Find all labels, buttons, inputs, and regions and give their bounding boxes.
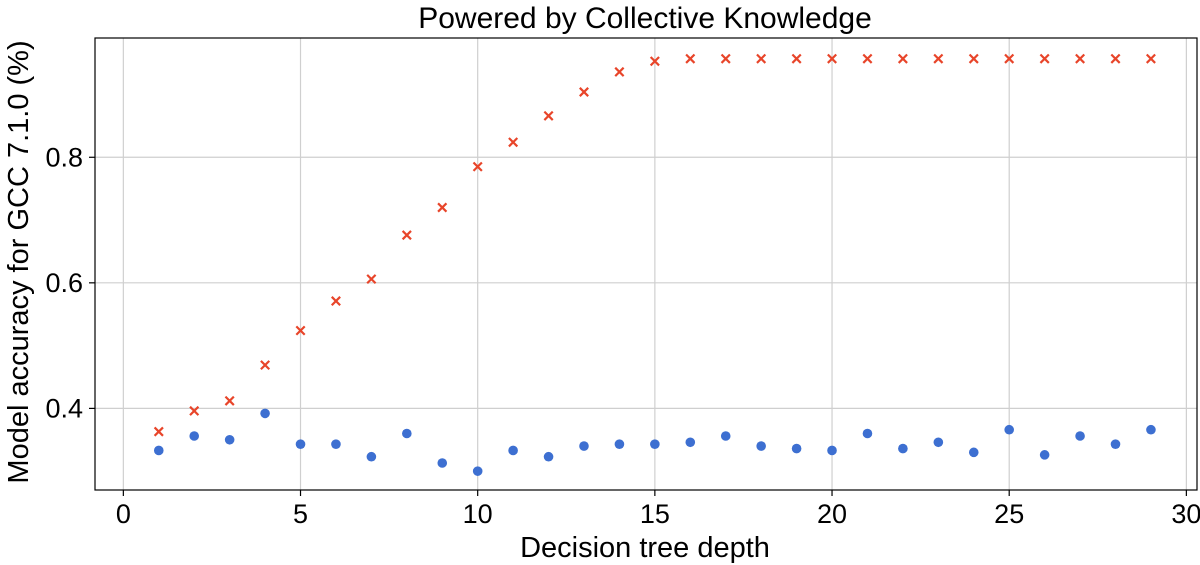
grid xyxy=(95,38,1197,490)
data-point-x-marker xyxy=(579,87,589,97)
data-point-circle xyxy=(472,466,483,476)
x-tick-label: 5 xyxy=(293,499,308,529)
data-point-x-marker xyxy=(685,53,696,64)
data-point-circle xyxy=(898,443,908,454)
data-point-x-marker xyxy=(260,360,271,371)
data-point-circle xyxy=(153,445,164,456)
data-point-x-marker xyxy=(897,53,908,64)
data-point-x-marker xyxy=(295,325,306,336)
data-point-circle xyxy=(260,408,270,419)
data-point-circle xyxy=(614,439,625,449)
data-point-x-marker xyxy=(614,66,625,77)
axis-ticks: 0 5 10 15 20 25 30 0.4 0.6 0.8 xyxy=(45,142,1200,529)
data-point-circle xyxy=(933,437,944,448)
data-point-x-marker xyxy=(968,53,979,64)
chart-title: Powered by Collective Knowledge xyxy=(418,2,872,35)
data-point-x-marker xyxy=(862,53,873,64)
data-point-circle xyxy=(508,445,518,456)
data-point-x-marker xyxy=(933,53,944,64)
x-tick-label: 25 xyxy=(994,499,1024,529)
x-tick-label: 20 xyxy=(817,499,847,529)
data-point-x-marker xyxy=(1075,53,1086,64)
y-axis-label: Model accuracy for GCC 7.1.0 (%) xyxy=(3,40,35,483)
data-point-circle xyxy=(720,431,731,441)
data-point-circle xyxy=(650,439,660,449)
plot-area xyxy=(94,37,1198,491)
data-point-circle xyxy=(402,428,412,439)
data-point-circle xyxy=(791,443,802,454)
data-point-x-marker xyxy=(508,137,519,148)
data-point-x-marker xyxy=(1004,53,1015,64)
data-point-x-marker xyxy=(366,274,377,285)
data-point-x-marker xyxy=(472,161,483,172)
y-tick-label: 0.4 xyxy=(45,393,83,423)
data-point-circle xyxy=(1146,424,1156,435)
data-series xyxy=(153,53,1156,476)
data-point-x-marker xyxy=(153,426,164,437)
data-point-circle xyxy=(827,445,837,456)
data-point-circle xyxy=(543,451,554,462)
data-point-x-marker xyxy=(437,202,448,213)
data-point-x-marker xyxy=(1110,53,1121,64)
data-point-circle xyxy=(437,458,448,468)
data-point-circle xyxy=(331,439,341,449)
data-point-circle xyxy=(189,431,200,441)
data-point-x-marker xyxy=(189,405,200,416)
data-point-circle xyxy=(224,434,235,445)
y-tick-label: 0.8 xyxy=(45,142,83,172)
data-point-circle xyxy=(1075,431,1085,441)
series-1 xyxy=(153,408,1156,476)
data-point-circle xyxy=(579,441,589,451)
data-point-circle xyxy=(685,437,696,448)
data-point-circle xyxy=(756,441,766,451)
series-0 xyxy=(153,53,1156,437)
data-point-x-marker xyxy=(543,110,554,121)
data-point-x-marker xyxy=(720,53,731,64)
data-point-circle xyxy=(295,439,306,449)
data-point-circle xyxy=(968,447,979,458)
data-point-circle xyxy=(366,451,377,462)
x-axis-label: Decision tree depth xyxy=(520,532,770,564)
data-point-x-marker xyxy=(649,56,660,67)
x-tick-label: 15 xyxy=(640,499,670,529)
data-point-x-marker xyxy=(224,395,235,406)
data-point-circle xyxy=(1039,450,1050,460)
data-point-circle xyxy=(1004,424,1014,435)
data-point-x-marker xyxy=(330,296,341,307)
data-point-circle xyxy=(1110,439,1121,449)
data-point-x-marker xyxy=(1039,53,1050,64)
x-tick-label: 10 xyxy=(463,499,493,529)
data-point-x-marker xyxy=(1145,53,1156,64)
data-point-x-marker xyxy=(756,53,767,64)
data-point-circle xyxy=(862,428,873,439)
y-tick-label: 0.6 xyxy=(45,268,83,298)
data-point-x-marker xyxy=(791,53,802,64)
data-point-x-marker xyxy=(401,230,412,241)
x-tick-label: 0 xyxy=(116,499,131,529)
x-tick-label: 30 xyxy=(1171,499,1200,529)
data-point-x-marker xyxy=(827,53,838,64)
